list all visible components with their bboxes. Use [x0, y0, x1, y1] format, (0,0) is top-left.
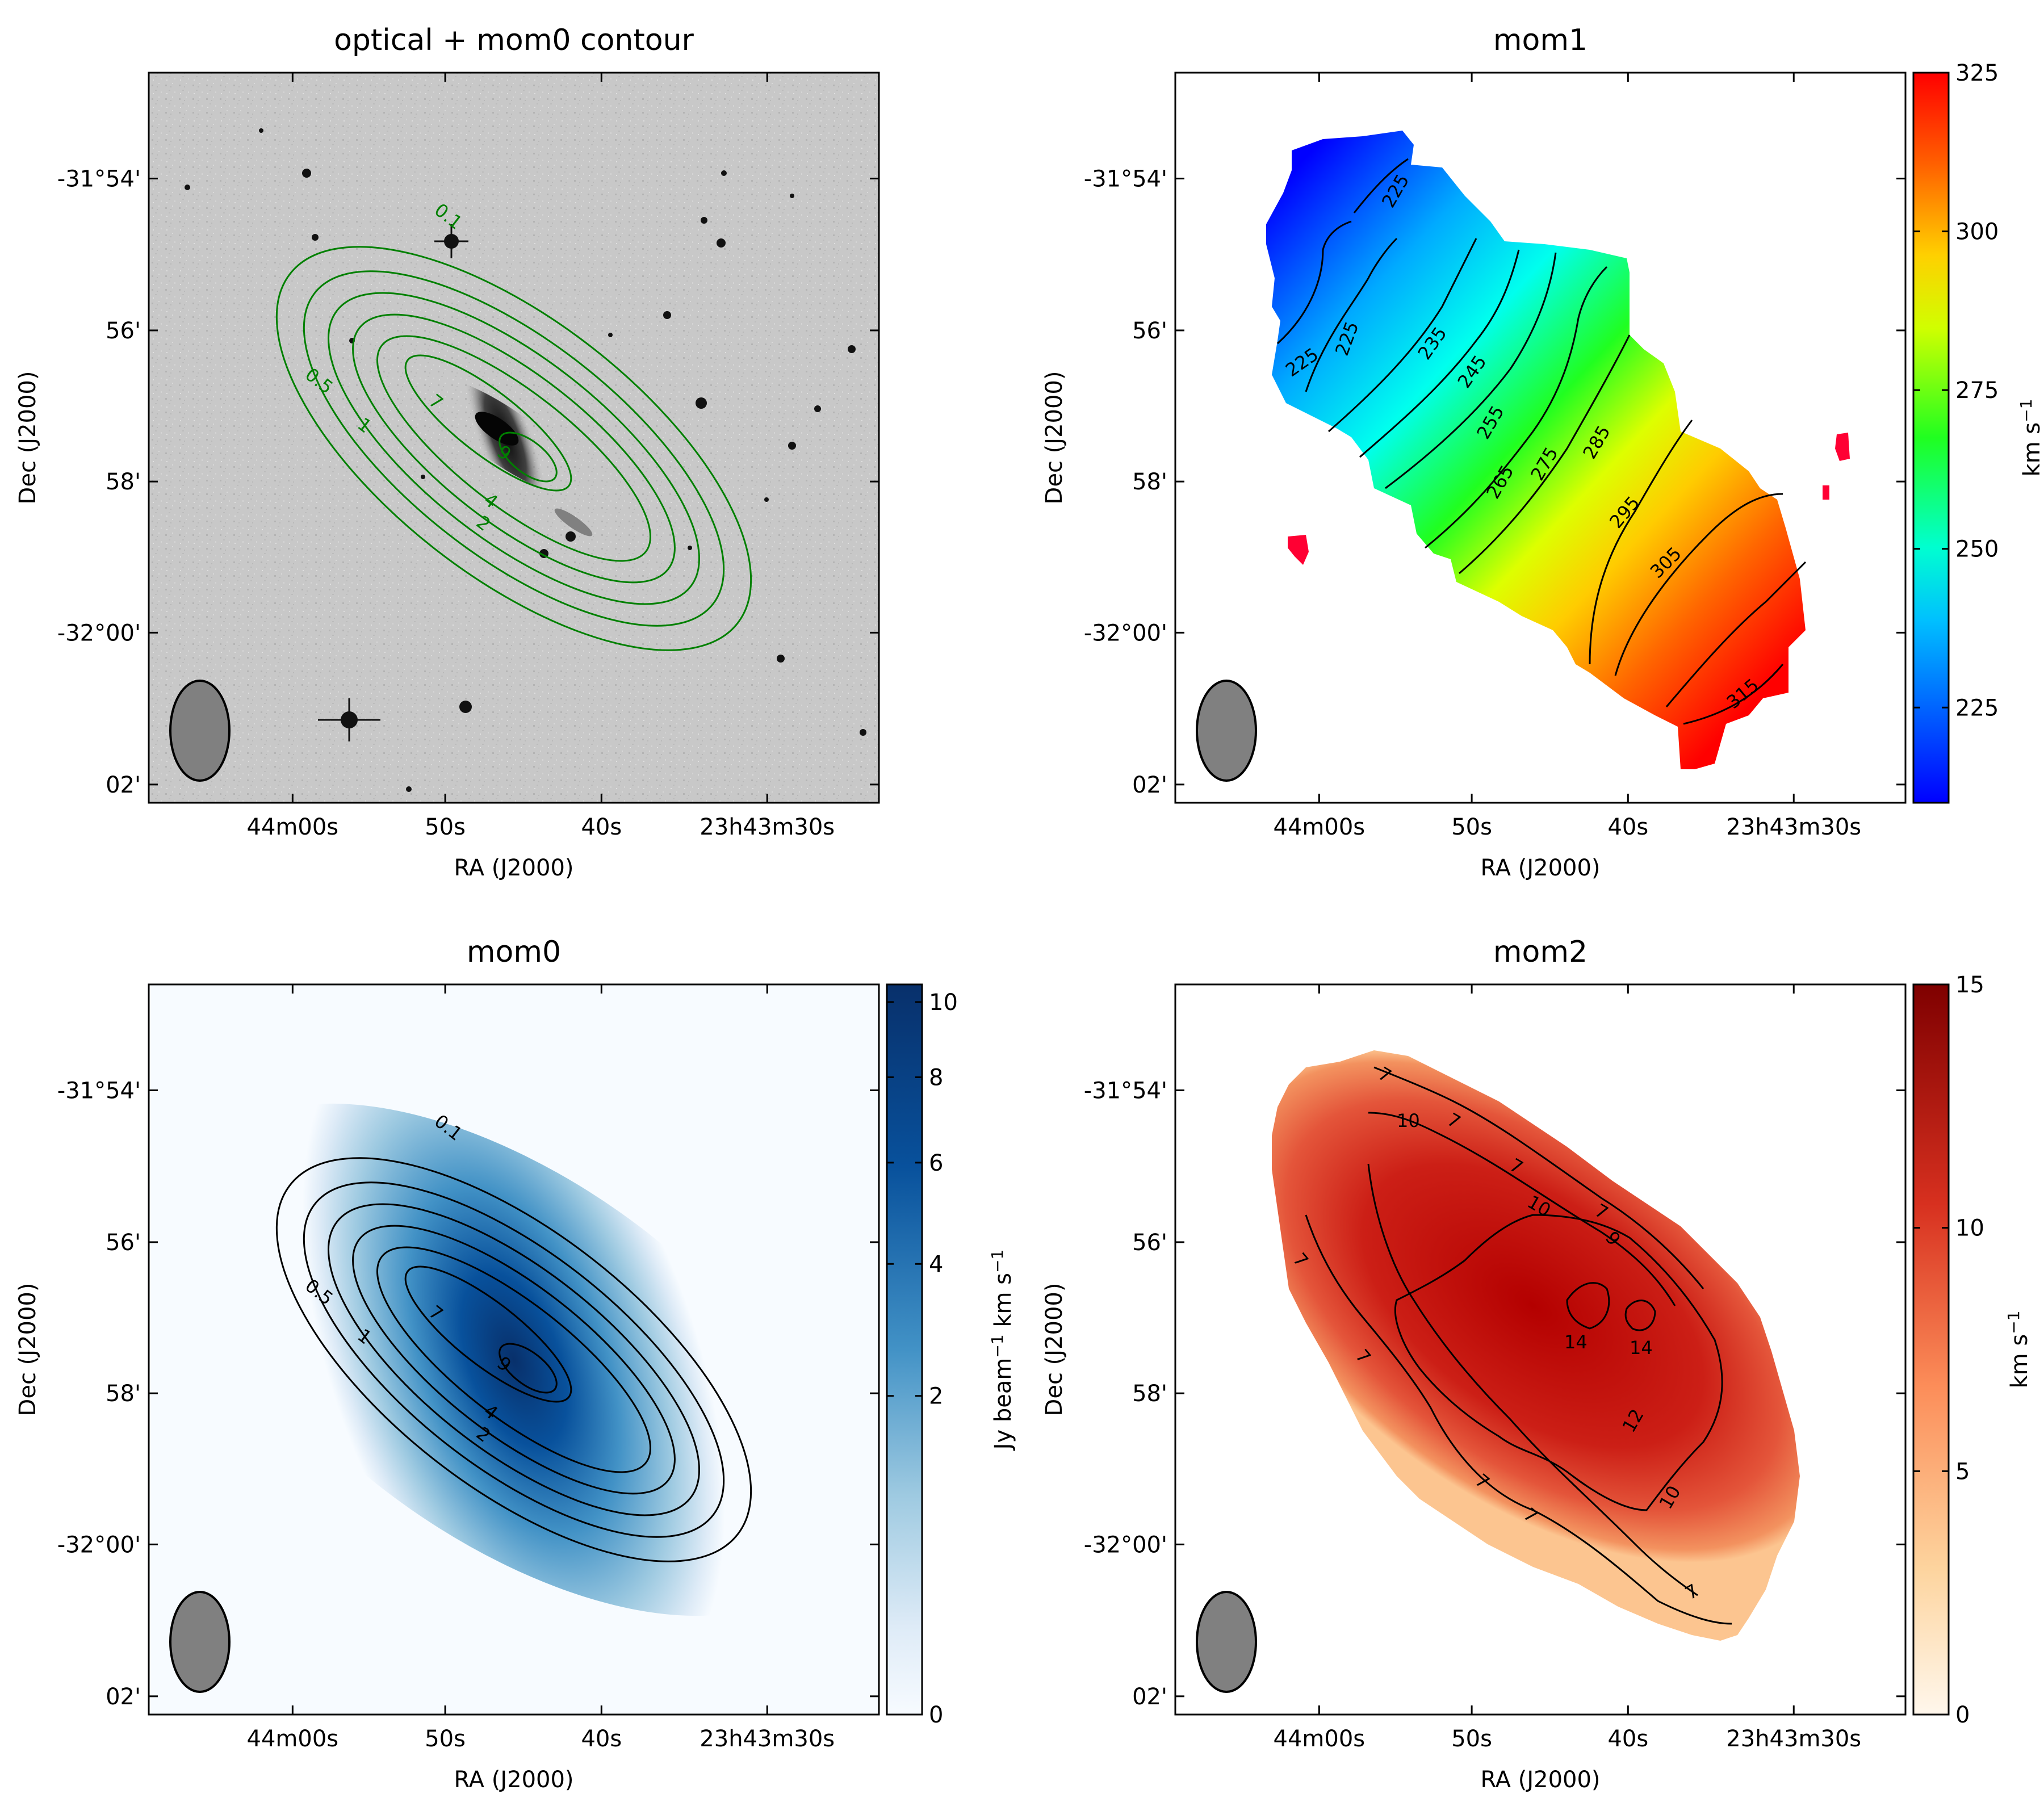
mom1-ytick-label: -31°54'	[1084, 166, 1167, 192]
cbar-mom0-tick-label: 4	[929, 1251, 943, 1277]
mom0-ytick-label: 58'	[106, 1381, 141, 1407]
mom1-panel: mom1 225 225	[1041, 23, 2044, 881]
beam-ellipse-mom1	[1196, 680, 1257, 782]
mom2-ytick-label: -31°54'	[1084, 1078, 1167, 1104]
cbar-mom1-tick-label: 300	[1955, 219, 1999, 245]
mom2-contours	[1305, 1066, 1732, 1625]
mom0-panel: mom0 0.1 0.5 1 2 4 7 9	[15, 935, 1016, 1793]
mom2-xtick-label: 23h43m30s	[1726, 1726, 1861, 1752]
mom0-xtick-label: 40s	[581, 1726, 622, 1752]
mom0-colorbar: 0 2 4 6 8 10 Jy beam−1 km s−1	[886, 983, 1016, 1728]
mom0-xtick-label: 50s	[425, 1726, 466, 1752]
mom2-ytick-label: -32°00'	[1084, 1532, 1167, 1558]
mom1-ytick-label: 02'	[1132, 772, 1167, 798]
mom1-ytick-label: 56'	[1132, 318, 1167, 344]
cbar-mom1-tick-label: 250	[1955, 537, 1999, 563]
cbar-mom1-tick-label: 225	[1955, 695, 1999, 721]
mom1-colorbar-label: km s−1	[2017, 399, 2044, 477]
optical-contours	[275, 246, 752, 651]
mom0-xtick-label: 23h43m30s	[700, 1726, 835, 1752]
mom2-dispersion-field	[1272, 1050, 1800, 1641]
mom0-title: mom0	[467, 935, 561, 969]
mom1-ytick-label: -32°00'	[1084, 620, 1167, 646]
optical-xtick-label: 40s	[581, 814, 622, 840]
cbar-mom0-tick-label: 6	[929, 1150, 943, 1176]
beam-ellipse-mom2	[1196, 1591, 1257, 1693]
optical-ytick-label: 58'	[106, 469, 141, 495]
mom0-ytick-label: -31°54'	[57, 1078, 141, 1104]
mom0-xlabel: RA (J2000)	[454, 1767, 573, 1793]
mom2-xtick-label: 40s	[1607, 1726, 1648, 1752]
cbar-mom0-tick-label: 10	[929, 990, 958, 1016]
cbar-mom2-tick-label: 0	[1955, 1702, 1970, 1728]
mom0-xtick-label: 44m00s	[247, 1726, 339, 1752]
field-stars	[185, 128, 866, 792]
optical-xtick-label: 23h43m30s	[700, 814, 835, 840]
optical-image: 0.1 0.5 1 2 4 7 9	[149, 73, 879, 803]
mom0-ytick-label: 02'	[106, 1684, 141, 1710]
beam-ellipse-mom0	[169, 1591, 231, 1693]
mom2-ytick-label: 56'	[1132, 1230, 1167, 1256]
mom2-panel: mom2 7 10 7 7 10 7 9 7 7	[1041, 935, 2033, 1793]
mom2-colorbar-label: km s−1	[2004, 1311, 2033, 1389]
mom0-ytick-label: 56'	[106, 1230, 141, 1256]
optical-ytick-label: 56'	[106, 318, 141, 344]
optical-ytick-label: -32°00'	[57, 620, 141, 646]
mom0-emission	[198, 1103, 830, 1616]
mom1-xlabel: RA (J2000)	[1480, 855, 1600, 881]
cbar-mom2-tick-label: 15	[1955, 972, 1984, 998]
mom2-ylabel: Dec (J2000)	[1041, 1283, 1067, 1416]
mom2-ytick-label: 58'	[1132, 1381, 1167, 1407]
cbar-mom0-tick-label: 8	[929, 1064, 943, 1091]
mom2-ytick-label: 02'	[1132, 1684, 1167, 1710]
mom2-contour-label-14b: 14	[1630, 1337, 1653, 1359]
mom0-ytick-label: -32°00'	[57, 1532, 141, 1558]
optical-xtick-label: 44m00s	[247, 814, 339, 840]
mom2-contour-label-10a: 10	[1397, 1110, 1420, 1131]
cbar-mom2-tick-label: 10	[1955, 1216, 1984, 1242]
mom1-xtick-label: 44m00s	[1274, 814, 1366, 840]
cbar-mom1-tick-label: 325	[1955, 60, 1999, 86]
mom2-colorbar: 0 5 10 15 km s−1	[1912, 972, 2033, 1728]
mom1-xtick-label: 23h43m30s	[1726, 814, 1861, 840]
cbar-mom2-tick-label: 5	[1955, 1458, 1970, 1485]
cbar-mom0-tick-label: 2	[929, 1384, 943, 1410]
optical-xtick-label: 50s	[425, 814, 466, 840]
mom1-ylabel: Dec (J2000)	[1041, 371, 1067, 505]
mom1-xtick-label: 50s	[1451, 814, 1492, 840]
cbar-mom0-tick-label: 0	[929, 1702, 943, 1728]
mom1-contours	[1276, 158, 1807, 725]
mom0-contours	[275, 1157, 752, 1562]
mom2-xtick-label: 44m00s	[1274, 1726, 1366, 1752]
mom1-xtick-label: 40s	[1607, 814, 1648, 840]
beam-ellipse-optical	[169, 680, 231, 782]
optical-ylabel: Dec (J2000)	[15, 371, 41, 505]
optical-xlabel: RA (J2000)	[454, 855, 573, 881]
mom0-ylabel: Dec (J2000)	[15, 1283, 41, 1416]
optical-panel: optical + mom0 contour	[15, 23, 880, 881]
mom1-colorbar: 225 250 275 300 325 km s−1	[1912, 60, 2044, 804]
mom1-velocity-field	[1266, 131, 1806, 769]
mom1-title: mom1	[1493, 23, 1588, 57]
mom0-colorbar-label: Jy beam−1 km s−1	[988, 1250, 1016, 1452]
optical-ytick-label: 02'	[106, 772, 141, 798]
mom2-contour-label-14a: 14	[1564, 1331, 1588, 1353]
mom2-xtick-label: 50s	[1451, 1726, 1492, 1752]
mom2-xlabel: RA (J2000)	[1480, 1767, 1600, 1793]
optical-ytick-label: -31°54'	[57, 166, 141, 192]
optical-title: optical + mom0 contour	[334, 23, 694, 57]
mom1-ytick-label: 58'	[1132, 469, 1167, 495]
mom2-title: mom2	[1493, 935, 1588, 969]
cbar-mom1-tick-label: 275	[1955, 378, 1999, 404]
